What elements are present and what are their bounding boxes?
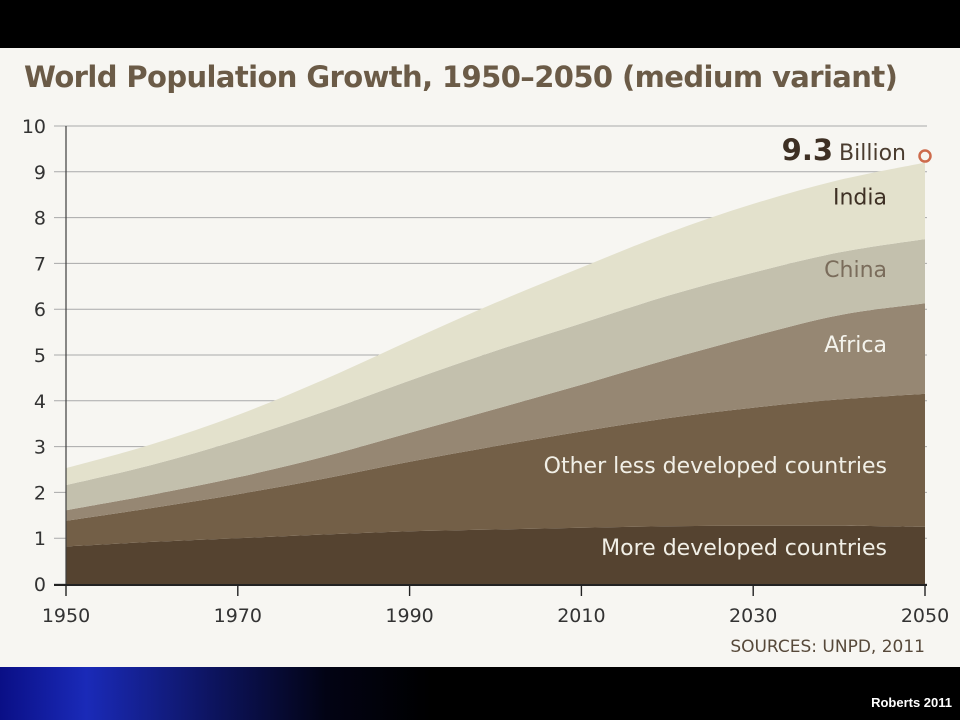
credit-text: Roberts 2011 xyxy=(871,695,952,710)
y-tick-label: 6 xyxy=(34,299,46,321)
y-tick-label: 5 xyxy=(34,345,46,367)
area-series-2 xyxy=(66,303,925,521)
annotation: 9.3 Billion xyxy=(782,133,932,167)
y-tick-label: 0 xyxy=(34,574,46,596)
y-tick-label: 1 xyxy=(34,528,46,550)
series-label: Africa xyxy=(824,333,887,358)
x-tick-label: 2050 xyxy=(901,605,949,627)
axes: 0 1 2 3 4 5 6 7 8 9 10 1950 1970 1990 2010 2030 2050 xyxy=(22,116,949,627)
area-series-1 xyxy=(66,393,925,547)
source-note: SOURCES: UNPD, 2011 xyxy=(730,637,925,657)
y-tick-label: 8 xyxy=(34,208,46,230)
series-label: Other less developed countries xyxy=(544,454,887,479)
y-tick-label: 3 xyxy=(34,437,46,459)
area-series-4 xyxy=(66,162,925,486)
area-series xyxy=(66,162,925,584)
total-unit: Billion xyxy=(839,141,906,166)
area-series-0 xyxy=(66,525,925,584)
x-tick-label: 1990 xyxy=(385,605,433,627)
x-tick-label: 1970 xyxy=(214,605,262,627)
series-labels: More developed countries Other less devel… xyxy=(544,185,887,561)
y-tick-label: 4 xyxy=(34,391,46,413)
chart-title: World Population Growth, 1950–2050 (medi… xyxy=(24,60,898,94)
area-series-3 xyxy=(66,239,925,511)
y-tick-label: 10 xyxy=(22,116,46,138)
x-tick-label: 1950 xyxy=(42,605,90,627)
y-tick-label: 9 xyxy=(34,162,46,184)
footer-bar: Roberts 2011 xyxy=(0,667,960,720)
endpoint-marker xyxy=(918,149,932,163)
series-label: China xyxy=(824,258,887,283)
y-tick-label: 2 xyxy=(34,482,46,504)
series-label: More developed countries xyxy=(601,536,887,561)
series-label: India xyxy=(833,185,887,210)
x-tick-label: 2010 xyxy=(557,605,605,627)
stacked-area-chart: 0 1 2 3 4 5 6 7 8 9 10 1950 1970 1990 2010 2030 2050 Mor… xyxy=(22,116,949,657)
top-bar xyxy=(0,0,960,48)
total-annotation: 9.3 Billion xyxy=(782,133,906,167)
total-value: 9.3 xyxy=(782,133,833,167)
x-tick-label: 2030 xyxy=(729,605,777,627)
y-tick-label: 7 xyxy=(34,253,46,275)
chart-panel: World Population Growth, 1950–2050 (medi… xyxy=(0,48,960,667)
